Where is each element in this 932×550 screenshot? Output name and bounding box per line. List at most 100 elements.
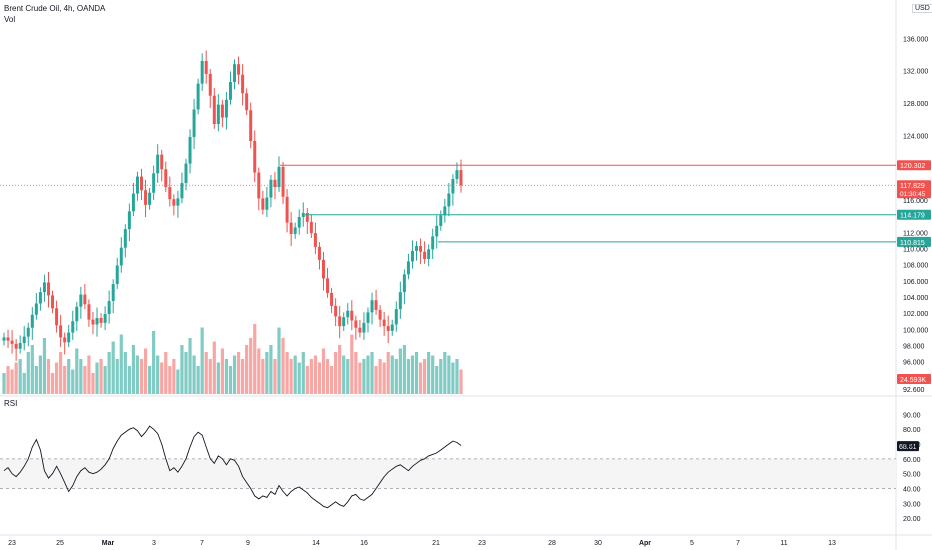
- rsi-value-label: 68.61: [899, 444, 917, 451]
- volume-bar: [232, 355, 237, 394]
- rsi-tick-label: 30.00: [903, 501, 921, 508]
- volume-bar: [38, 355, 42, 394]
- candle-body: [228, 81, 232, 100]
- volume-bar: [414, 352, 419, 394]
- candle-body: [123, 229, 127, 248]
- candle-body: [293, 227, 297, 234]
- candle-body: [184, 163, 188, 184]
- candle-body: [59, 325, 63, 338]
- volume-bar: [200, 327, 204, 394]
- volume-label[interactable]: Vol: [4, 15, 16, 24]
- candle-body: [95, 318, 99, 325]
- candle-body: [326, 278, 330, 293]
- candle-body: [459, 170, 463, 186]
- last-price-badge: [897, 180, 931, 199]
- candle-body: [140, 176, 144, 191]
- price-level-badge: [897, 209, 931, 220]
- price-tick-label: 112.000: [903, 230, 928, 237]
- volume-bar: [123, 352, 127, 394]
- time-tick-label: 23: [8, 540, 16, 547]
- candle-body: [431, 236, 435, 250]
- candle-body: [237, 64, 241, 75]
- volume-bar: [321, 348, 326, 394]
- candle-body: [168, 187, 172, 200]
- volume-bar: [236, 352, 241, 394]
- volume-bar: [143, 348, 148, 394]
- volume-bar: [42, 338, 47, 394]
- rsi-tick-label: 70.00: [903, 442, 921, 449]
- price-level-label: 114.179: [900, 213, 925, 220]
- candle-body: [188, 136, 192, 164]
- volume-bar: [135, 355, 140, 394]
- volume-bar: [427, 352, 431, 394]
- volume-bar: [188, 338, 192, 394]
- candle-body: [6, 337, 10, 341]
- candle-body: [224, 99, 228, 118]
- volume-bar: [67, 359, 71, 394]
- candle-body: [406, 261, 410, 275]
- price-tick-label: 100.000: [903, 327, 928, 334]
- volume-bar: [192, 355, 196, 394]
- candle-body: [111, 284, 115, 302]
- currency-badge[interactable]: USD: [912, 4, 932, 13]
- time-tick-label: 13: [828, 540, 836, 547]
- volume-bar: [435, 366, 439, 394]
- candle-body: [439, 215, 443, 226]
- candle-body: [75, 306, 79, 322]
- candle-body: [212, 95, 216, 125]
- time-tick-label: 3: [152, 540, 156, 547]
- rsi-pane: 68.61: [0, 425, 919, 509]
- candle-body: [42, 282, 46, 293]
- volume-bar: [152, 331, 156, 394]
- volume-bar: [305, 366, 309, 394]
- volume-bar: [382, 362, 386, 394]
- volume-bar: [386, 352, 390, 394]
- volume-bar: [172, 359, 176, 394]
- candle-body: [261, 198, 265, 210]
- candle-body: [297, 216, 301, 228]
- rsi-band: [0, 458, 896, 489]
- price-tick-label: 92.600: [903, 387, 925, 394]
- volume-bar: [224, 359, 229, 394]
- volume-bar: [71, 369, 75, 394]
- candle-body: [358, 327, 362, 333]
- volume-bar: [334, 352, 338, 394]
- volume-bar: [289, 359, 293, 394]
- volume-bar: [269, 345, 273, 394]
- candle-body: [354, 320, 358, 328]
- volume-bar: [447, 355, 451, 394]
- rsi-tick-label: 90.00: [903, 412, 921, 419]
- volume-bar: [293, 355, 297, 394]
- candle-body: [289, 222, 293, 234]
- volume-badge: [897, 374, 931, 384]
- time-tick-label: 7: [736, 540, 740, 547]
- candle-body: [305, 212, 309, 222]
- symbol-title[interactable]: Brent Crude Oil, 4h, OANDA: [4, 4, 106, 13]
- candle-body: [313, 233, 317, 247]
- volume-bar: [50, 373, 55, 394]
- volume-bar: [2, 373, 6, 394]
- candle-body: [346, 310, 350, 318]
- volume-bar: [103, 366, 107, 394]
- candle-body: [152, 173, 156, 193]
- volume-bar: [216, 362, 220, 394]
- volume-bar: [119, 334, 123, 394]
- candle-body: [386, 326, 390, 331]
- candle-body: [180, 183, 184, 199]
- volume-bar: [79, 359, 83, 394]
- candle-body: [362, 322, 366, 333]
- candle-body: [423, 251, 427, 260]
- volume-bar: [346, 359, 350, 394]
- rsi-label[interactable]: RSI: [4, 399, 18, 408]
- volume-bar: [83, 366, 87, 394]
- candle-body: [265, 197, 269, 210]
- candle-body: [249, 110, 253, 141]
- volume-bar: [14, 362, 18, 394]
- candle-body: [451, 178, 455, 194]
- volume-bar: [10, 369, 14, 394]
- candle-body: [38, 292, 42, 304]
- candle-body: [220, 104, 224, 118]
